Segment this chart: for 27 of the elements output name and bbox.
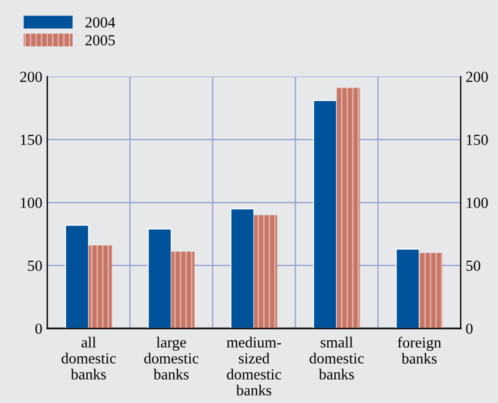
y-tick-label: 200 — [20, 72, 42, 82]
bar — [88, 245, 112, 328]
legend-label: 2005 — [85, 35, 115, 46]
legend-label: 2004 — [85, 17, 116, 28]
y-tick-label: 50 — [28, 260, 42, 271]
bar — [148, 228, 172, 328]
bar — [64, 224, 90, 328]
x-tick-label: foreign banks — [398, 336, 442, 364]
y2-tick-label: 50 — [466, 260, 480, 271]
x-tick-label: large domestic banks — [144, 336, 198, 380]
y2-tick-label: 100 — [466, 198, 488, 208]
y-tick-label: 100 — [20, 198, 42, 208]
x-tick-label: medium- sized domestic banks — [226, 336, 282, 396]
bar — [336, 88, 360, 328]
y2-tick-label: 150 — [466, 134, 488, 145]
y2-tick-label: 0 — [466, 324, 473, 334]
bar — [419, 252, 442, 328]
y2-tick-label: 200 — [466, 72, 488, 82]
bar — [254, 215, 278, 328]
bar — [396, 248, 420, 328]
x-tick-label: all domestic banks — [62, 336, 116, 380]
y-tick-label: 150 — [20, 134, 42, 145]
y-tick-label: 0 — [35, 324, 42, 334]
x-tick-label: small domestic banks — [310, 336, 364, 380]
bar — [312, 100, 338, 328]
bar — [171, 252, 194, 328]
bar — [230, 208, 255, 328]
